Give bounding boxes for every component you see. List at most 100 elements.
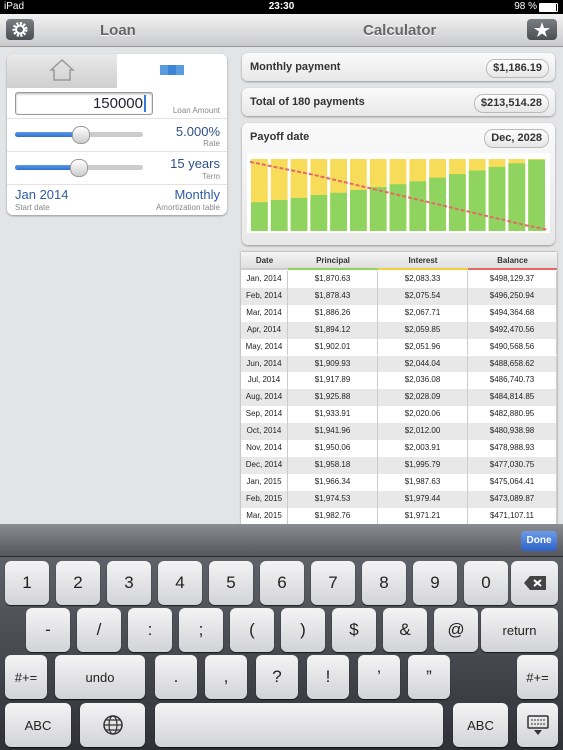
- key[interactable]: 3: [107, 561, 151, 605]
- table-cell: $2,028.09: [378, 389, 468, 407]
- favorites-button[interactable]: [527, 19, 557, 40]
- table-cell: $490,568.56: [468, 338, 557, 356]
- principal-bar: [449, 174, 466, 231]
- principal-bar: [528, 159, 545, 231]
- key[interactable]: 6: [260, 561, 304, 605]
- payoff-date-value: Dec, 2028: [484, 129, 549, 148]
- rate-label: Rate: [203, 139, 220, 148]
- key[interactable]: undo: [55, 655, 145, 699]
- key[interactable]: :: [128, 608, 172, 652]
- key[interactable]: 9: [413, 561, 457, 605]
- key[interactable]: 2: [56, 561, 100, 605]
- key[interactable]: .: [155, 655, 197, 699]
- key[interactable]: #+=: [517, 655, 558, 699]
- key[interactable]: ”: [408, 655, 450, 699]
- home-tab[interactable]: [7, 54, 117, 88]
- table-tab[interactable]: [117, 54, 227, 88]
- table-cell: $2,067.71: [378, 304, 468, 322]
- principal-bar: [251, 202, 268, 231]
- table-row: Jan, 2015 $1,966.34 $1,987.63 $475,064.41: [241, 473, 557, 491]
- table-cell: $1,958.18: [288, 456, 378, 474]
- amortization-label: Amortization table: [155, 203, 220, 212]
- loan-amount-field[interactable]: 150000: [15, 92, 153, 115]
- monthly-payment-value: $1,186.19: [486, 59, 549, 78]
- term-value: 15 years: [170, 156, 220, 171]
- key[interactable]: ABC: [453, 703, 508, 747]
- monthly-payment-label: Monthly payment: [250, 61, 341, 73]
- key[interactable]: [155, 703, 443, 747]
- battery-text: 98 %: [514, 1, 537, 12]
- principal-bar: [468, 170, 486, 231]
- table-cell: $1,987.63: [378, 473, 468, 491]
- input-panel: 150000 Loan Amount 5.000% Rate 15 years …: [7, 54, 227, 215]
- table-cell: $1,950.06: [288, 440, 378, 457]
- table-cell: $1,982.76: [288, 507, 378, 524]
- amortization-value[interactable]: Monthly: [174, 187, 220, 202]
- backspace-icon: [523, 576, 546, 590]
- key[interactable]: [517, 703, 558, 747]
- key[interactable]: ABC: [5, 703, 71, 747]
- key[interactable]: 5: [209, 561, 253, 605]
- start-date-value[interactable]: Jan 2014: [15, 187, 69, 202]
- settings-button[interactable]: [6, 19, 34, 40]
- key[interactable]: ’: [358, 655, 400, 699]
- table-cell: Dec, 2014: [241, 456, 288, 474]
- table-cell: $478,988.93: [468, 440, 557, 457]
- table-cell: $1,917.89: [288, 372, 378, 390]
- table-cell: $486,740.73: [468, 372, 557, 390]
- table-cell: $475,064.41: [468, 473, 557, 491]
- term-slider-knob[interactable]: [70, 159, 88, 177]
- key[interactable]: &: [383, 608, 427, 652]
- principal-bar: [369, 187, 387, 231]
- table-cell: $2,083.33: [378, 271, 468, 288]
- key[interactable]: @: [434, 608, 478, 652]
- monthly-payment-box: Monthly payment $1,186.19: [242, 53, 555, 81]
- table-cell: $2,051.96: [378, 338, 468, 356]
- principal-bar: [350, 189, 367, 231]
- key[interactable]: [80, 703, 145, 747]
- table-cell: Jan, 2015: [241, 473, 288, 491]
- key[interactable]: ;: [179, 608, 223, 652]
- principal-bar: [310, 195, 328, 231]
- done-button[interactable]: Done: [521, 531, 557, 551]
- table-row: Mar, 2015 $1,982.76 $1,971.21 $471,107.11: [241, 507, 557, 524]
- key[interactable]: ): [281, 608, 325, 652]
- table-cell: $1,925.88: [288, 389, 378, 407]
- key[interactable]: /: [77, 608, 121, 652]
- table-cell: Jun, 2014: [241, 355, 288, 373]
- payoff-box: Payoff date Dec, 2028: [242, 123, 555, 245]
- amortization-table: Date Principal Interest Balance Jan, 2014 $1,…: [241, 252, 557, 524]
- key[interactable]: 4: [158, 561, 202, 605]
- key[interactable]: ?: [256, 655, 298, 699]
- table-cell: $480,938.98: [468, 423, 557, 440]
- key[interactable]: [511, 561, 558, 605]
- key[interactable]: (: [230, 608, 274, 652]
- key[interactable]: 7: [311, 561, 355, 605]
- nav-bar: Loan Calculator: [0, 14, 563, 47]
- table-cell: Apr, 2014: [241, 321, 288, 339]
- key[interactable]: $: [332, 608, 376, 652]
- key[interactable]: #+=: [5, 655, 47, 699]
- key[interactable]: 8: [362, 561, 406, 605]
- key[interactable]: return: [481, 608, 558, 652]
- table-cell: $2,020.06: [378, 406, 468, 424]
- table-row: Jun, 2014 $1,909.93 $2,044.04 $488,658.62: [241, 355, 557, 373]
- key[interactable]: ,: [205, 655, 247, 699]
- divider: [7, 151, 227, 152]
- books-icon: [160, 65, 184, 75]
- home-icon: [49, 58, 75, 81]
- key[interactable]: 0: [464, 561, 508, 605]
- table-cell: $1,966.34: [288, 473, 378, 491]
- table-cell: $477,030.75: [468, 456, 557, 474]
- table-cell: $2,036.08: [378, 372, 468, 390]
- table-row: Oct, 2014 $1,941.96 $2,012.00 $480,938.98: [241, 423, 557, 440]
- table-row: Apr, 2014 $1,894.12 $2,059.85 $492,470.56: [241, 321, 557, 339]
- table-cell: $482,880.95: [468, 406, 557, 424]
- key[interactable]: -: [26, 608, 70, 652]
- table-cell: $1,870.63: [288, 271, 378, 288]
- key[interactable]: 1: [5, 561, 49, 605]
- table-row: Feb, 2014 $1,878.43 $2,075.54 $496,250.94: [241, 287, 557, 305]
- rate-slider-knob[interactable]: [72, 126, 90, 144]
- key[interactable]: !: [307, 655, 349, 699]
- table-cell: $1,878.43: [288, 287, 378, 305]
